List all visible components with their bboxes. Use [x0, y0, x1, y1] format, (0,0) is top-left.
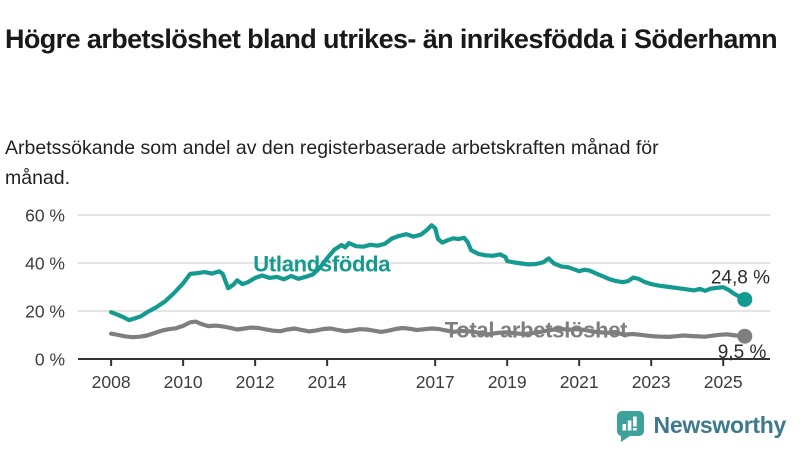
series-value-label-1: 9,5 % — [718, 342, 767, 363]
bar-chart-speech-bubble-icon — [616, 410, 644, 442]
x-tick-label: 2023 — [632, 372, 671, 392]
series-line-1 — [108, 319, 747, 340]
series-label-0: Utlandsfödda — [253, 251, 391, 276]
y-tick-label: 40 % — [25, 254, 65, 274]
x-tick-label: 2008 — [92, 372, 131, 392]
series-line-0 — [108, 223, 747, 323]
y-tick-label: 20 % — [25, 302, 65, 322]
x-tick-label: 2019 — [488, 372, 527, 392]
x-tick-label: 2021 — [560, 372, 599, 392]
unemployment-line-chart: 0 % 20 % 40 % 60 % 2008 2010 2012 2014 2017 2019 2… — [25, 206, 770, 393]
y-tick-label: 60 % — [25, 206, 65, 226]
x-tick-label: 2025 — [704, 372, 743, 392]
series-label-1: Total arbetslöshet — [445, 317, 628, 342]
chart-subtitle: Arbetssökande som andel av den registerb… — [5, 136, 659, 189]
page-title: Högre arbetslöshet bland utrikes- än inr… — [5, 24, 778, 55]
x-tick-label: 2010 — [164, 372, 203, 392]
brand-name: Newsworthy — [653, 411, 787, 438]
x-tick-label: 2012 — [236, 372, 275, 392]
x-tick-label: 2017 — [416, 372, 455, 392]
x-tick-label: 2014 — [308, 372, 347, 392]
y-tick-label: 0 % — [35, 350, 65, 370]
series-value-label-0: 24,8 % — [711, 267, 770, 288]
chart-area: 0 % 20 % 40 % 60 % 2008 2010 2012 2014 2017 2019 2… — [0, 190, 800, 402]
newsworthy-logo: Newsworthy — [614, 408, 786, 442]
series-end-dot-0 — [737, 291, 753, 307]
series-end-dot-1 — [737, 328, 753, 344]
